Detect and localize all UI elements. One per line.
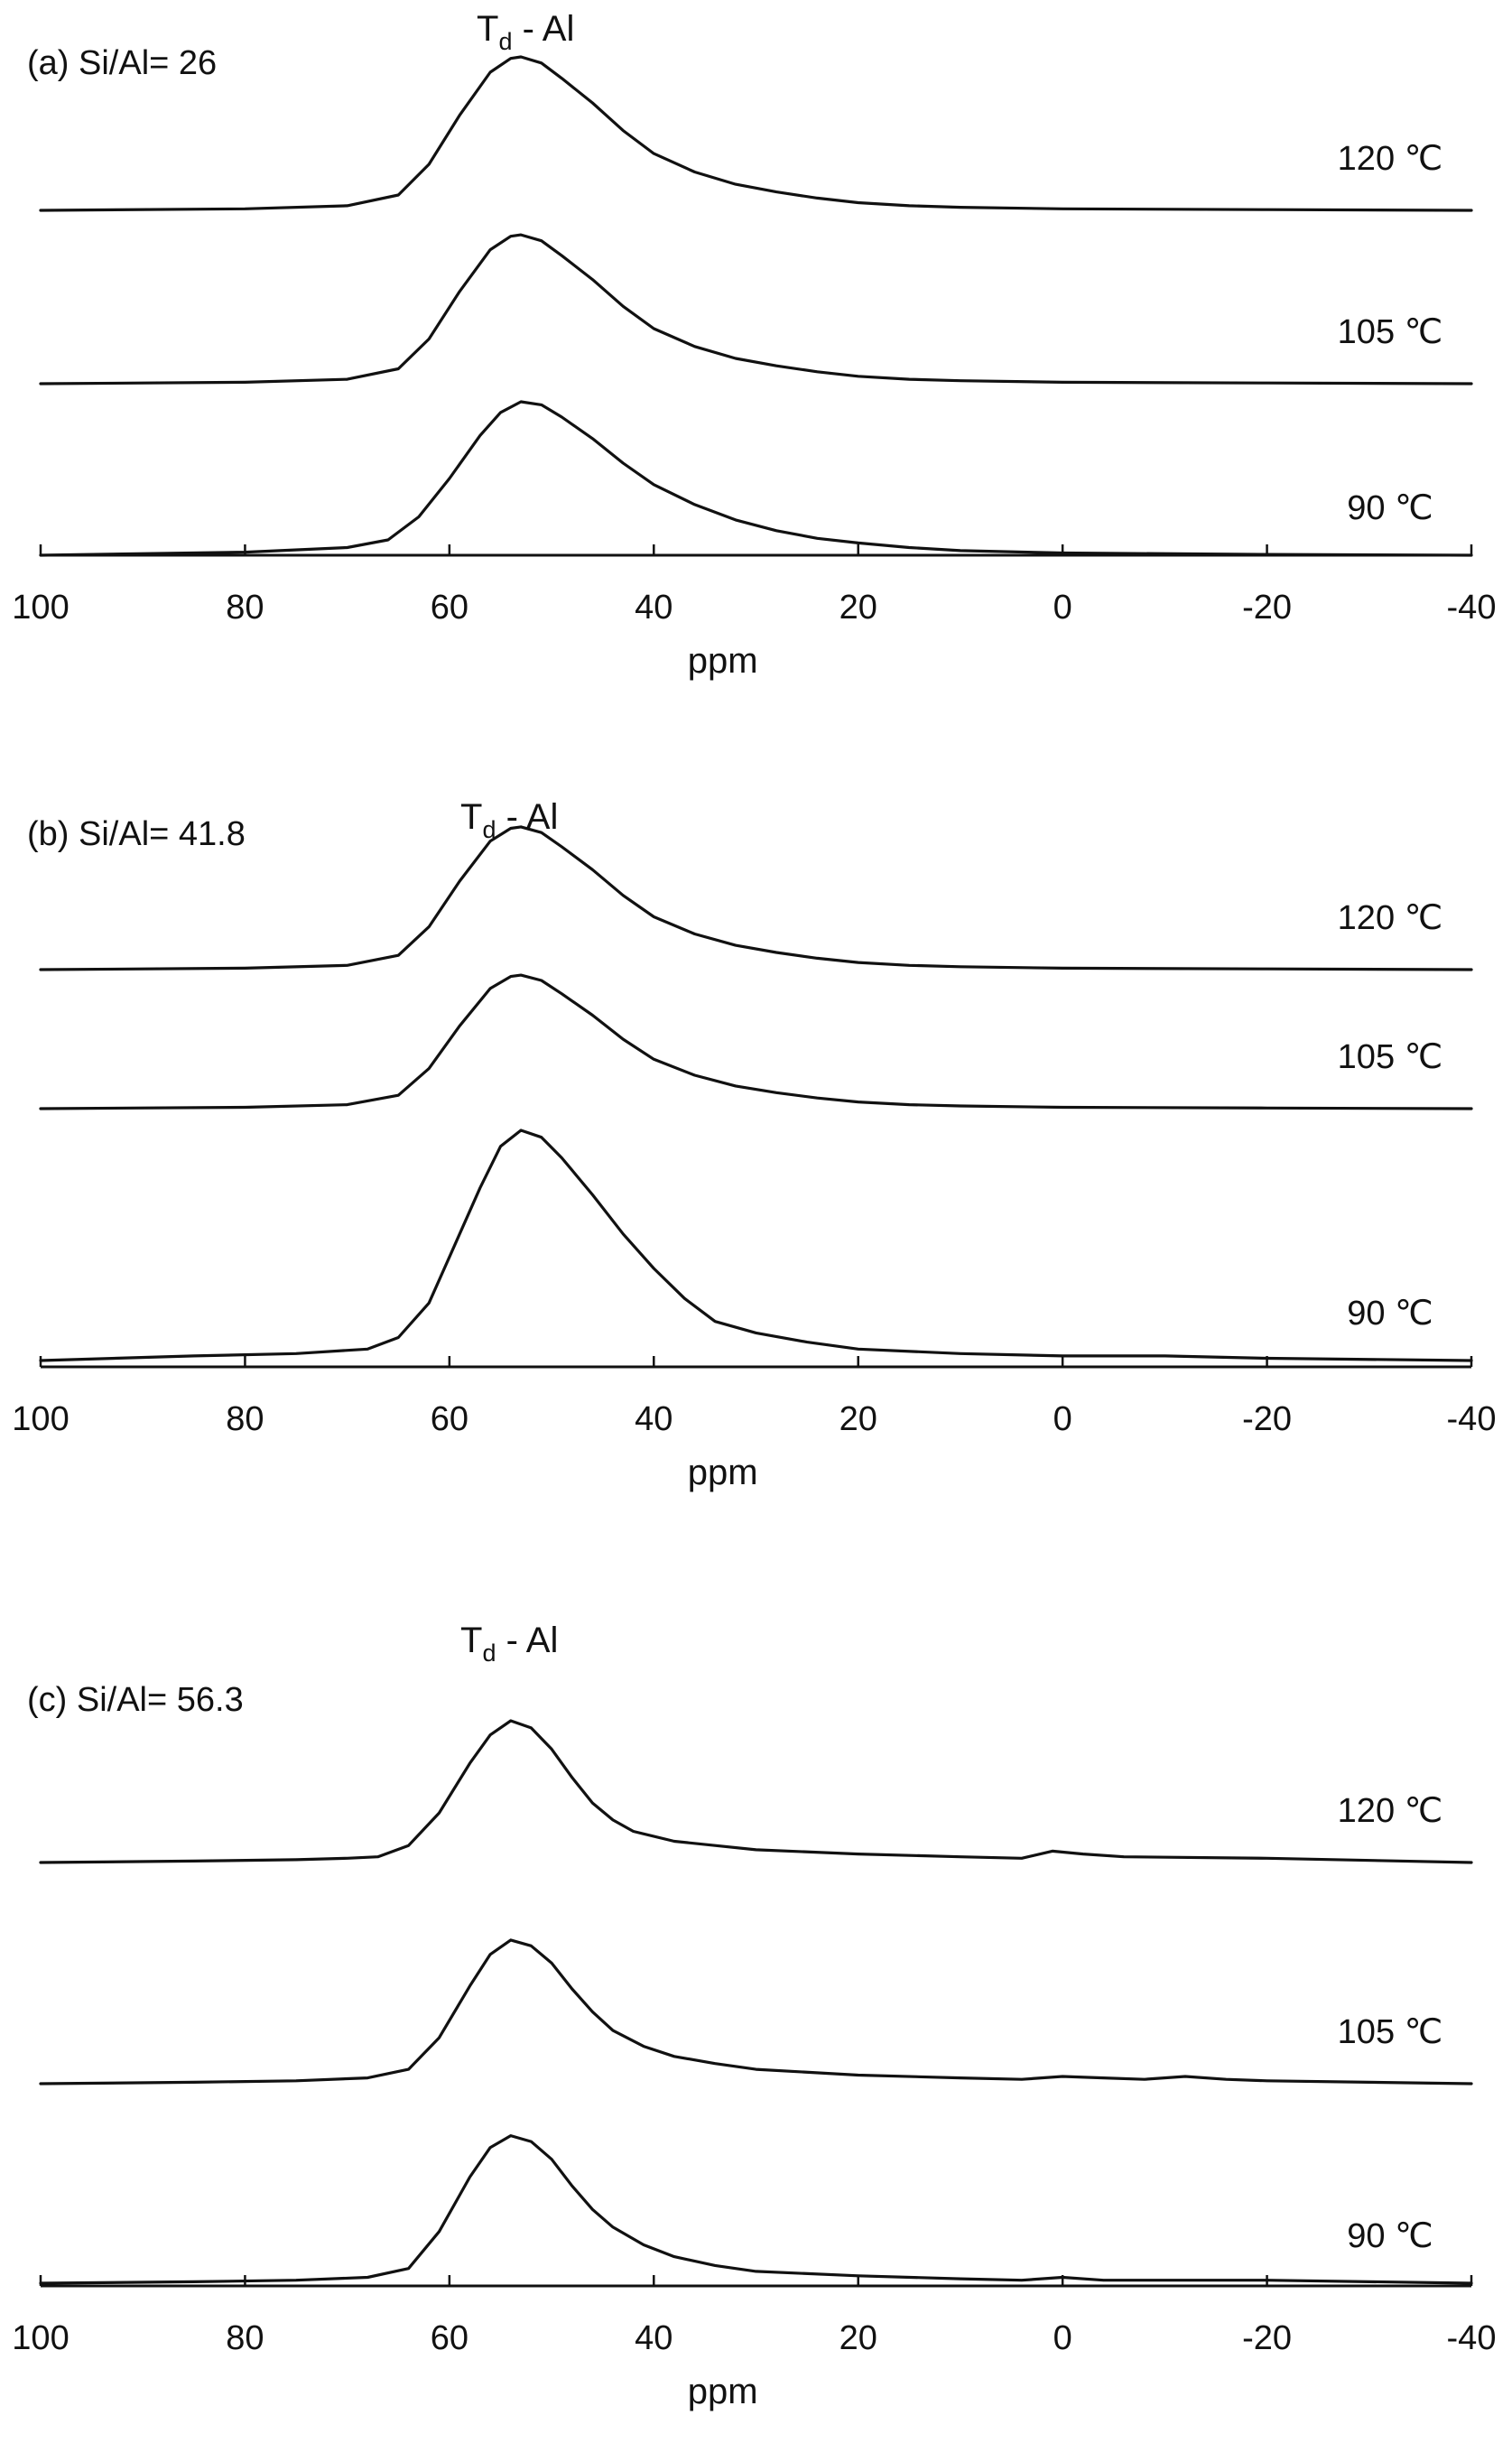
x-tick-label: 40 (635, 589, 673, 627)
x-tick-label: -40 (1447, 589, 1497, 627)
x-tick-label: -20 (1242, 589, 1292, 627)
spectrum-line (39, 825, 1473, 971)
x-tick-label: 80 (226, 1400, 264, 1438)
peak-label-main: T (460, 1621, 482, 1660)
panel-label: (b) Si/Al= 41.8 (27, 815, 246, 853)
series-label: 90 ℃ (1347, 2217, 1433, 2255)
panel-3: 100 80 60 40 20 0 -20 -40 ppm (c) Si/Al= 56.3 Td -… (12, 1621, 1496, 2411)
panel-2: 100 80 60 40 20 0 -20 -40 ppm (b) Si/Al= 41.8 Td -… (12, 797, 1496, 1492)
peak-label-main: T (460, 797, 482, 837)
x-axis-label: ppm (688, 641, 758, 681)
x-tick-label: -40 (1447, 1400, 1497, 1438)
x-tick-label: -20 (1242, 2319, 1292, 2357)
x-tick-label: 80 (226, 2319, 264, 2357)
x-tick-label: 40 (635, 2319, 673, 2357)
series-label: 120 ℃ (1338, 140, 1443, 178)
x-tick-label: 20 (839, 1400, 877, 1438)
spectrum-line (39, 973, 1473, 1110)
peak-label: Td - Al (460, 797, 558, 843)
x-axis-label: ppm (688, 1453, 758, 1492)
x-tick-label: 80 (226, 589, 264, 627)
x-tick-label: 20 (839, 589, 877, 627)
spectrum-line (39, 1938, 1473, 2085)
series-label: 90 ℃ (1347, 489, 1433, 527)
peak-label: Td - Al (460, 1621, 558, 1667)
spectrum-line (39, 1129, 1473, 1362)
series-label: 90 ℃ (1347, 1295, 1433, 1333)
x-tick-label: 0 (1053, 589, 1072, 627)
x-tick-label: 60 (431, 1400, 468, 1438)
panel-label: (c) Si/Al= 56.3 (27, 1681, 244, 1719)
x-tick-label: 60 (431, 589, 468, 627)
peak-label-rest: - Al (496, 1621, 558, 1660)
series-label: 105 ℃ (1338, 1038, 1443, 1076)
peak-label-sub: d (482, 1640, 496, 1667)
x-tick-label: -40 (1447, 2319, 1497, 2357)
peak-label: Td - Al (477, 9, 574, 55)
series-label: 105 ℃ (1338, 313, 1443, 351)
peak-label-rest: - Al (512, 9, 574, 49)
peak-label-sub: d (498, 28, 512, 55)
x-tick-label: 100 (12, 2319, 69, 2357)
panel-label: (a) Si/Al= 26 (27, 44, 217, 82)
spectrum-line (39, 400, 1473, 557)
series-label: 120 ℃ (1338, 1792, 1443, 1830)
x-tick-label: 0 (1053, 2319, 1072, 2357)
x-axis-label: ppm (688, 2372, 758, 2411)
x-tick-label: 60 (431, 2319, 468, 2357)
x-tick-label: 40 (635, 1400, 673, 1438)
series-label: 120 ℃ (1338, 899, 1443, 937)
x-tick-label: 100 (12, 1400, 69, 1438)
x-tick-label: 0 (1053, 1400, 1072, 1438)
spectrum-line (39, 55, 1473, 212)
x-tick-label: 20 (839, 2319, 877, 2357)
spectrum-line (39, 233, 1473, 385)
spectrum-line (39, 2134, 1473, 2285)
spectrum-line (39, 1719, 1473, 1864)
x-tick-label: -20 (1242, 1400, 1292, 1438)
panel-1: 100 80 60 40 20 0 -20 -40 ppm (a) Si/Al= 26 Td - A… (12, 9, 1496, 681)
series-label: 105 ℃ (1338, 2013, 1443, 2051)
peak-label-sub: d (482, 816, 496, 843)
x-tick-label: 100 (12, 589, 69, 627)
peak-label-main: T (477, 9, 498, 49)
